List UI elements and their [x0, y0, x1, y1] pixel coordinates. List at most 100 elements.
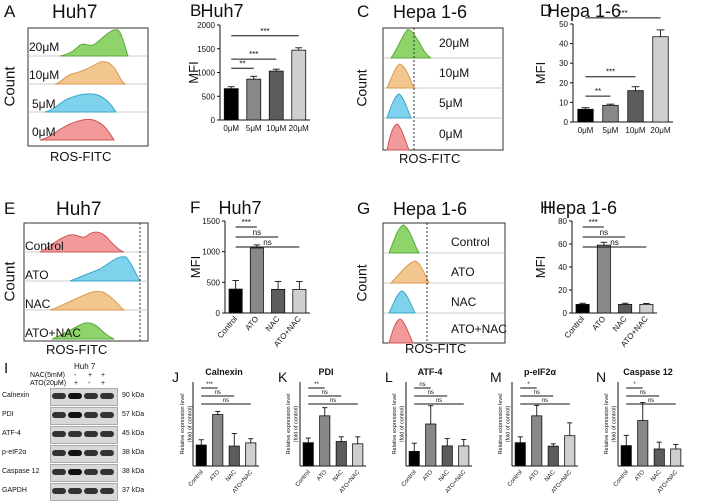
chart-title: Calnexin — [205, 367, 243, 377]
y-tick-label: 2000 — [197, 21, 215, 30]
blot-protein-label: Caspase 12 — [2, 468, 40, 475]
chart-title: Hepa 1-6 — [543, 198, 617, 218]
bar — [195, 444, 207, 467]
panel-e: E Huh7 Count Control ATO NAC ATO+NAC ROS… — [0, 197, 160, 357]
panel-title: Hepa 1-6 — [393, 199, 468, 219]
row-label: 20μM — [29, 40, 60, 54]
significance-label: *** — [618, 9, 627, 18]
bar — [408, 450, 420, 467]
significance-label: ns — [640, 390, 646, 396]
blot-protein-label: p-eIF2α — [2, 449, 27, 456]
chart-title: Huh7 — [218, 198, 261, 218]
significance-label: *** — [260, 27, 269, 36]
blot-kda-label: 45 kDa — [122, 430, 145, 437]
y-tick-label: 0 — [563, 309, 568, 318]
row-label: ATO+NAC — [25, 326, 81, 340]
bar — [335, 441, 347, 467]
treatment-label: NAC(5mM) — [30, 372, 65, 379]
bar — [458, 445, 470, 467]
bar — [223, 88, 239, 121]
x-tick-label: Control — [401, 469, 418, 488]
sign: + — [74, 380, 79, 387]
significance-label: ns — [215, 390, 221, 396]
significance-label: *** — [242, 218, 251, 227]
bar — [620, 445, 632, 467]
histogram-plot — [382, 222, 506, 344]
x-tick-label: 0μM — [223, 124, 239, 133]
bar — [268, 70, 284, 121]
sign: + — [101, 372, 106, 379]
significance-label: ns — [600, 228, 608, 237]
x-tick-label: NAC — [332, 469, 345, 483]
panel-c: C Hepa 1-6 Count 20μM 10μM 5μM 0μM ROS-F… — [354, 0, 525, 166]
sign: - — [88, 380, 91, 387]
bar — [602, 104, 619, 123]
x-tick-label: NAC — [264, 314, 282, 333]
bar — [425, 423, 437, 467]
bar — [302, 442, 314, 467]
x-tick-label: NAC — [438, 469, 451, 483]
panel-letter: B — [190, 1, 201, 20]
y-axis-label: MFI — [186, 61, 201, 83]
significance-label: ns — [428, 390, 434, 396]
y-tick-label: 1000 — [197, 69, 215, 78]
y-tick-label: 1000 — [202, 248, 220, 257]
blot-protein-label: GAPDH — [2, 487, 27, 494]
blot-protein-label: PDI — [2, 411, 14, 418]
histogram-plot — [27, 27, 149, 147]
x-tick-label: Control — [295, 469, 312, 488]
bar — [577, 108, 594, 123]
bar — [637, 420, 649, 467]
panel-a: A Huh7 Count 20μM 10μM 5μM 0μM ROS-FITC — [0, 0, 160, 165]
bar — [228, 445, 240, 467]
y-axis-label: Relative expression level — [498, 394, 504, 455]
row-label: 5μM — [32, 97, 56, 111]
bar — [249, 247, 264, 314]
y-tick-label: 1500 — [197, 45, 215, 54]
panel-letter: L — [385, 369, 393, 385]
x-tick-label: ATO+NAC — [551, 469, 574, 495]
y-axis-label: MFI — [188, 256, 203, 278]
x-tick-label: ATO — [209, 469, 221, 482]
bar — [212, 414, 224, 467]
chart-title: ATF-4 — [418, 367, 443, 377]
row-label: Control — [25, 239, 64, 253]
significance-label: ns — [534, 390, 540, 396]
x-tick-label: Control — [507, 469, 524, 488]
histogram-ato — [389, 260, 430, 284]
panel-title: Hepa 1-6 — [393, 2, 468, 22]
histogram-20uM — [390, 29, 432, 59]
blot-band — [68, 469, 82, 475]
significance-label: ns — [419, 382, 425, 388]
significance-label: ns — [223, 398, 229, 404]
x-tick-label: ATO — [316, 469, 328, 482]
sign: + — [101, 380, 106, 387]
blot-band — [100, 488, 114, 494]
bar — [531, 415, 543, 467]
significance-label: ns — [542, 398, 548, 404]
x-tick-label: Control — [188, 469, 205, 488]
row-label: 10μM — [29, 68, 60, 82]
y-tick-label: 30 — [559, 59, 568, 68]
blot-band — [84, 393, 98, 399]
significance-label: ** — [314, 382, 319, 388]
x-tick-label: ATO+NAC — [272, 314, 303, 349]
y-tick-label: 500 — [207, 278, 221, 287]
chart-title: PDI — [318, 367, 333, 377]
y-axis-label: MFI — [533, 62, 548, 84]
y-tick-label: 40 — [558, 263, 567, 272]
row-label: NAC — [451, 295, 477, 309]
row-label: 20μM — [439, 36, 470, 50]
significance-label: ** — [239, 59, 245, 68]
histogram-5uM — [386, 93, 412, 119]
bar — [352, 443, 364, 467]
row-label: 10μM — [439, 66, 470, 80]
histogram-20uM — [59, 29, 129, 57]
sign: - — [60, 380, 63, 387]
y-axis-label: (fold of control) — [294, 405, 300, 442]
significance-label: * — [527, 382, 530, 388]
significance-label: *** — [589, 218, 598, 227]
panel-title: Huh7 — [56, 199, 102, 220]
x-tick-label: NAC — [225, 469, 238, 483]
panel-letter: A — [4, 2, 16, 21]
